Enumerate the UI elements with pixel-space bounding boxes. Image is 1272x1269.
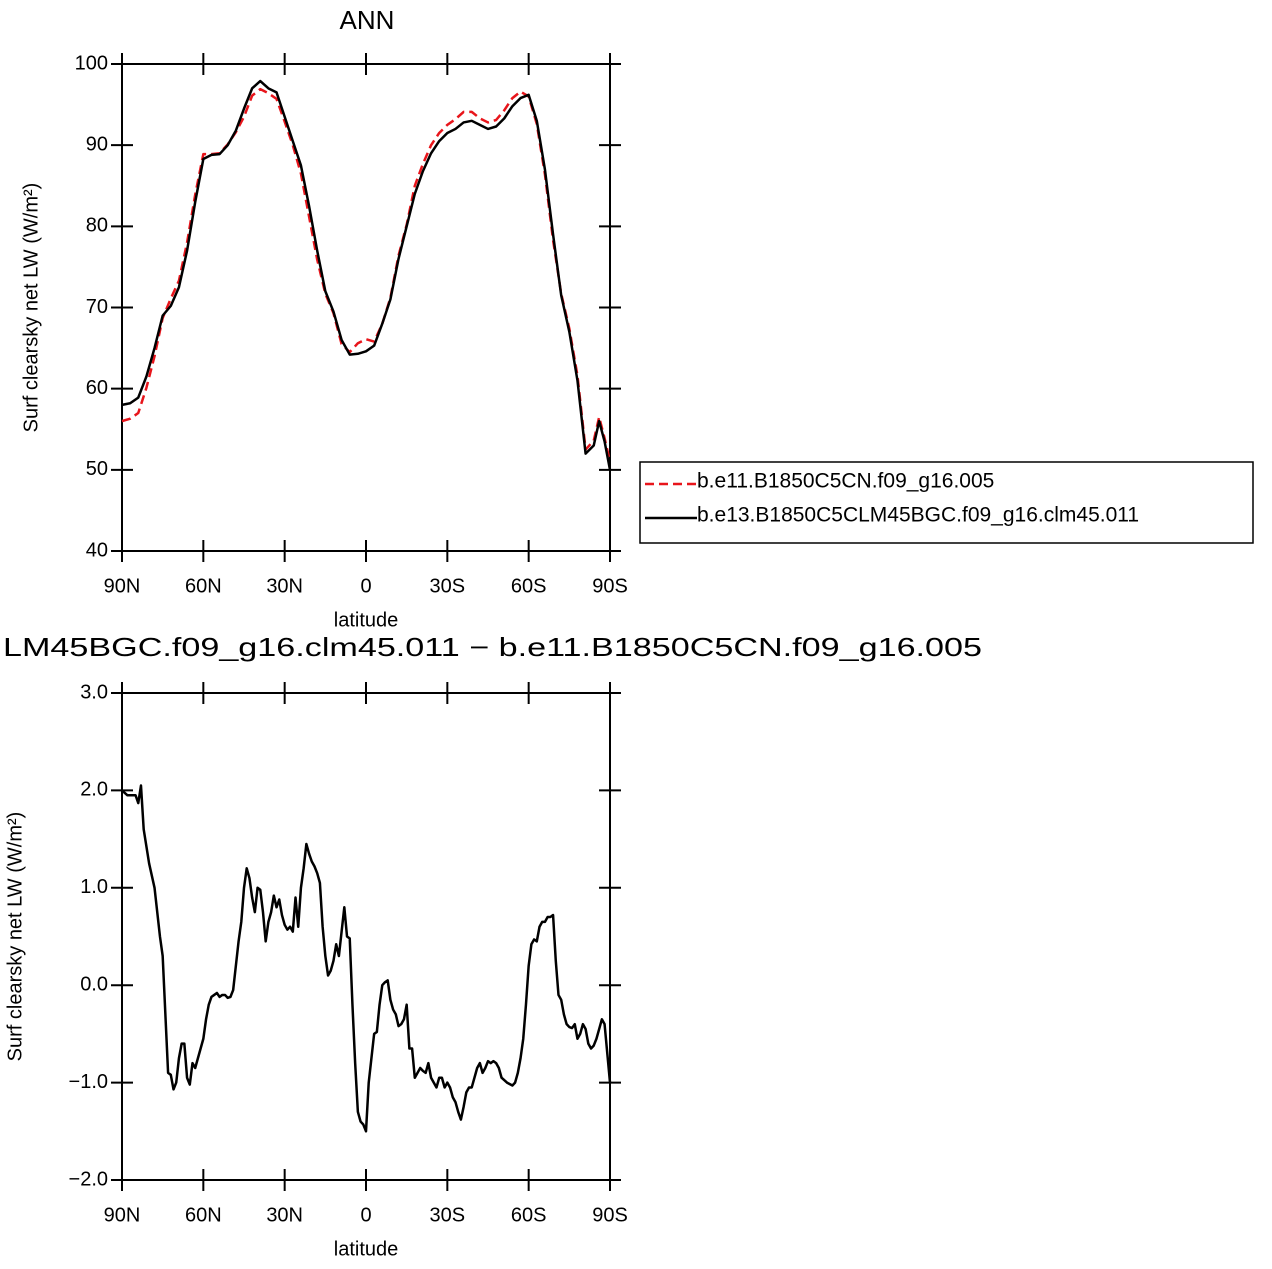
x-tick-label: 30S — [430, 1204, 466, 1226]
y-axis-label: Surf clearsky net LW (W/m²) — [20, 183, 42, 433]
y-tick-label: 90 — [86, 133, 108, 155]
legend-label: b.e11.B1850C5CN.f09_g16.005 — [697, 470, 994, 493]
y-tick-label: 3.0 — [80, 681, 108, 703]
plot-frame — [121, 63, 611, 552]
x-tick-label: 60N — [185, 1204, 222, 1226]
chart-title: LM45BGC.f09_g16.clm45.011 − b.e11.B1850C… — [3, 632, 982, 662]
data-line — [121, 87, 612, 462]
x-tick-label: 90N — [104, 1204, 141, 1226]
y-tick-label: 80 — [86, 215, 108, 237]
x-tick-label: 0 — [360, 575, 371, 597]
y-tick-label: 0.0 — [80, 973, 108, 995]
x-tick-label: 90S — [592, 1204, 628, 1226]
y-tick-label: 60 — [86, 377, 108, 399]
y-tick-label: −2.0 — [69, 1168, 108, 1190]
y-tick-label: 40 — [86, 539, 108, 561]
x-tick-label: 30S — [430, 575, 466, 597]
data-line — [121, 79, 612, 471]
x-tick-label: 0 — [360, 1204, 371, 1226]
y-tick-label: 100 — [75, 52, 108, 74]
legend-label: b.e13.B1850C5CLM45BGC.f09_g16.clm45.011 — [697, 504, 1139, 527]
x-tick-label: 90N — [104, 575, 141, 597]
y-tick-label: 1.0 — [80, 876, 108, 898]
plot-frame — [121, 692, 611, 1181]
legend-box — [639, 461, 1254, 544]
y-tick-label: 50 — [86, 458, 108, 480]
y-tick-label: −1.0 — [69, 1071, 108, 1093]
x-axis-label: latitude — [334, 1238, 399, 1260]
y-tick-label: 2.0 — [80, 779, 108, 801]
x-tick-label: 60S — [511, 1204, 547, 1226]
x-tick-label: 30N — [266, 1204, 303, 1226]
x-axis-label: latitude — [334, 609, 399, 631]
x-tick-label: 60S — [511, 575, 547, 597]
y-tick-label: 70 — [86, 296, 108, 318]
x-tick-label: 90S — [592, 575, 628, 597]
data-line — [121, 784, 612, 1133]
x-tick-label: 60N — [185, 575, 222, 597]
x-tick-label: 30N — [266, 575, 303, 597]
y-axis-label: Surf clearsky net LW (W/m²) — [4, 812, 26, 1062]
chart-title: ANN — [340, 5, 395, 35]
